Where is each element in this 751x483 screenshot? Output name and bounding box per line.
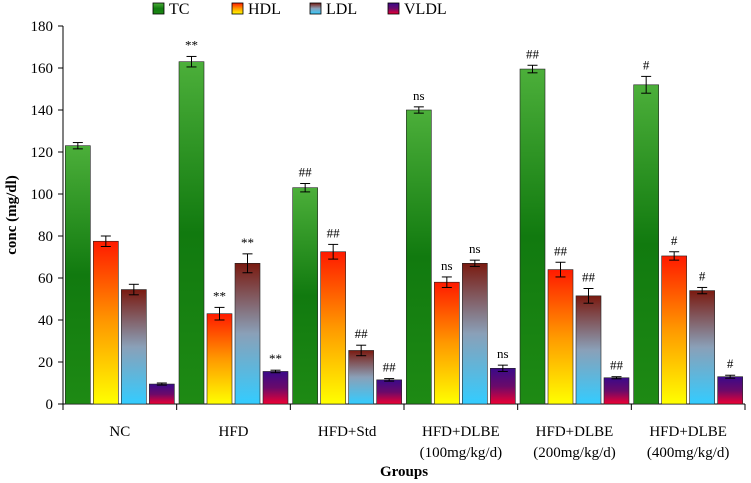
significance-label-vldl: ns <box>497 346 509 361</box>
significance-label-ldl: ## <box>355 326 369 341</box>
y-axis-label: conc (mg/dl) <box>4 175 20 255</box>
significance-label-ldl: # <box>699 268 706 283</box>
x-tick-label: (200mg/kg/d) <box>533 445 616 461</box>
x-tick-label: HFD+DLBE <box>536 424 614 440</box>
x-tick-label: (100mg/kg/d) <box>420 445 503 461</box>
bar-vldl <box>717 376 743 405</box>
significance-label-hdl: ## <box>554 243 568 258</box>
significance-label-vldl: ** <box>269 351 282 366</box>
legend-label-hdl: HDL <box>248 1 281 18</box>
bar-ldl <box>689 290 715 405</box>
bar-vldl <box>149 383 175 405</box>
x-tick-label: HFD+Std <box>318 424 377 440</box>
legend: TC HDL LDL VLDL <box>152 1 447 18</box>
significance-label-ldl: ## <box>582 270 596 285</box>
y-tick-label: 0 <box>46 397 54 413</box>
legend-label-vldl: VLDL <box>404 1 447 18</box>
bar-tc <box>519 68 546 405</box>
significance-label-tc: ns <box>413 88 425 103</box>
y-tick-label: 100 <box>31 187 54 203</box>
significance-label-vldl: ## <box>610 358 624 373</box>
legend-label-tc: TC <box>169 1 189 18</box>
significance-label-vldl: # <box>727 356 734 371</box>
y-tick-label: 60 <box>38 271 53 287</box>
significance-label-tc: ## <box>299 165 313 180</box>
significance-label-ldl: ** <box>241 235 254 250</box>
y-tick-label: 80 <box>38 229 53 245</box>
legend-swatch-hdl <box>231 2 244 15</box>
bar-tc <box>406 109 432 405</box>
x-axis-label: Groups <box>380 464 428 480</box>
x-tick-label: (400mg/kg/d) <box>647 445 730 461</box>
bar-ldl <box>575 295 602 405</box>
significance-label-ldl: ns <box>469 241 481 256</box>
bar-ldl <box>234 262 261 405</box>
significance-label-tc: # <box>643 57 650 72</box>
significance-label-hdl: ## <box>327 225 341 240</box>
bar-hdl <box>547 269 574 405</box>
bar-hdl <box>206 313 233 405</box>
y-tick-label: 20 <box>38 355 53 371</box>
bar-ldl <box>462 262 488 405</box>
bar-vldl <box>603 377 630 405</box>
x-tick-label: HFD+DLBE <box>649 424 727 440</box>
y-tick-label: 140 <box>31 103 54 119</box>
y-axis: 0 20 40 60 80 100 120 140 160 180 <box>31 19 64 413</box>
bar-tc <box>65 145 91 405</box>
significance-label-hdl: ns <box>441 258 453 273</box>
y-tick-label: 120 <box>31 145 54 161</box>
bar-ldl <box>348 350 374 405</box>
y-tick-label: 180 <box>31 19 54 35</box>
bar-tc <box>178 61 205 405</box>
bar-hdl <box>93 240 119 405</box>
legend-label-ldl: LDL <box>326 1 357 18</box>
significance-label-tc: ## <box>526 46 540 61</box>
bar-hdl <box>434 281 460 405</box>
y-tick-label: 160 <box>31 61 54 77</box>
significance-label-hdl: ** <box>213 288 226 303</box>
bar-hdl <box>320 251 346 405</box>
legend-swatch-tc <box>152 2 165 15</box>
bar-tc <box>292 187 318 405</box>
bar-vldl <box>376 379 402 405</box>
x-tick-label: NC <box>109 424 130 440</box>
bar-hdl <box>661 255 687 405</box>
legend-swatch-ldl <box>309 2 322 15</box>
significance-label-hdl: # <box>671 233 678 248</box>
y-tick-label: 40 <box>38 313 53 329</box>
bar-vldl <box>262 371 289 405</box>
significance-label-tc: ** <box>185 37 198 52</box>
bar-tc <box>633 84 659 405</box>
x-axis: NC HFD HFD+Std HFD+DLBE (100mg/kg/d) HFD+DLBE… <box>62 403 746 461</box>
bar-vldl <box>490 367 516 405</box>
legend-swatch-vldl <box>387 2 400 15</box>
bar-ldl <box>121 289 147 405</box>
significance-label-vldl: ## <box>383 360 397 375</box>
x-tick-label: HFD+DLBE <box>422 424 500 440</box>
x-tick-label: HFD <box>218 424 248 440</box>
